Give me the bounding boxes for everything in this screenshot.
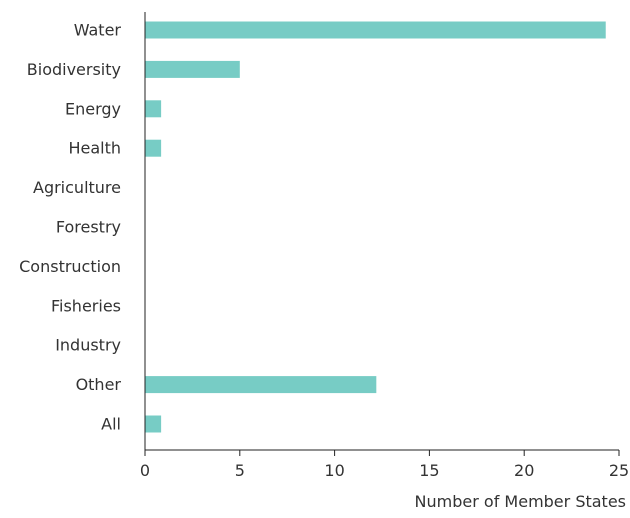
category-label-energy: Energy — [65, 99, 121, 118]
bar-health — [145, 139, 162, 157]
bar-other — [145, 376, 377, 394]
category-labels: Water Biodiversity Energy Health Agriculture… — [19, 21, 121, 434]
bar-biodiversity — [145, 60, 240, 78]
bar-water — [145, 21, 606, 39]
x-tick-label-0: 0 — [140, 461, 150, 480]
category-label-water: Water — [74, 21, 122, 40]
category-label-health: Health — [68, 139, 121, 158]
x-tick-label-15: 15 — [419, 461, 439, 480]
bars-group — [145, 21, 606, 433]
bar-energy — [145, 100, 162, 118]
x-tick-label-5: 5 — [235, 461, 245, 480]
category-label-construction: Construction — [19, 257, 121, 276]
x-axis-ticks: 0 5 10 15 20 25 — [140, 450, 629, 480]
category-label-other: Other — [76, 375, 122, 394]
x-tick-label-25: 25 — [609, 461, 629, 480]
category-label-fisheries: Fisheries — [51, 296, 121, 315]
category-label-biodiversity: Biodiversity — [27, 60, 121, 79]
x-tick-label-10: 10 — [324, 461, 344, 480]
category-label-industry: Industry — [55, 336, 121, 355]
category-label-all: All — [101, 415, 121, 434]
bar-all — [145, 415, 162, 433]
category-label-forestry: Forestry — [56, 218, 121, 237]
category-label-agriculture: Agriculture — [33, 178, 121, 197]
x-axis-title: Number of Member States — [415, 492, 626, 511]
x-tick-label-20: 20 — [514, 461, 534, 480]
